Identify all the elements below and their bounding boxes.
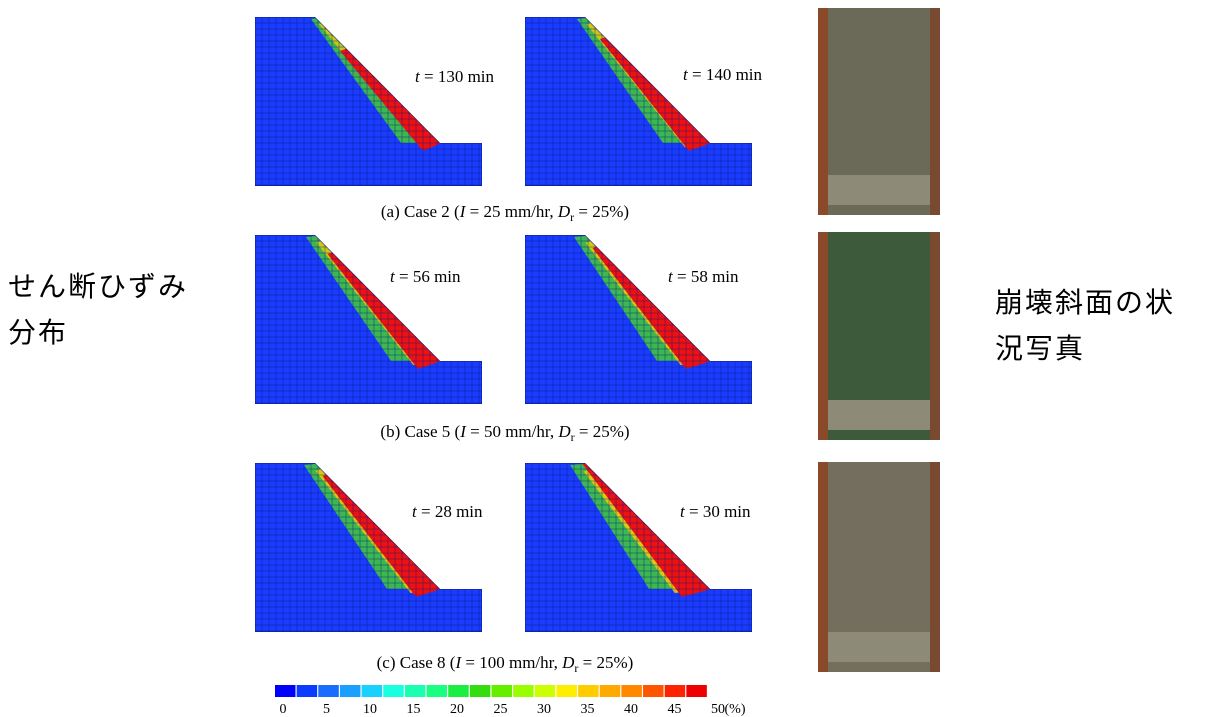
photo-debris (828, 175, 930, 205)
time-symbol: t (680, 502, 686, 521)
colorbar-segment (275, 685, 296, 697)
caption-text: = 25 mm/hr, (465, 202, 558, 221)
mesh (255, 463, 482, 632)
photo-edge (818, 232, 828, 440)
time-value: = 58 min (673, 267, 739, 286)
time-value: = 130 min (420, 67, 495, 86)
time-label: t = 140 min (683, 65, 763, 84)
time-value: = 56 min (395, 267, 461, 286)
strain-band (592, 244, 711, 369)
colorbar-segment (578, 685, 599, 697)
photo-edge (930, 462, 940, 672)
colorbar-tick-label: 15 (407, 702, 421, 717)
mesh-body (255, 17, 482, 186)
caption-symbol: I (459, 202, 467, 221)
caption-symbol: I (454, 653, 462, 672)
caption-subscript: r (571, 430, 575, 444)
caption-subscript: r (570, 210, 574, 224)
colorbar-tick-label: 50 (711, 702, 725, 717)
time-symbol: t (683, 65, 689, 84)
colorbar-tick-label: 40 (624, 702, 638, 717)
caption: (b) Case 5 (I = 50 mm/hr, Dr = 25%) (380, 422, 629, 444)
colorbar-tick-label: 25 (494, 702, 508, 717)
caption-text: = 100 mm/hr, (461, 653, 562, 672)
time-label: t = 58 min (668, 267, 739, 286)
caption-text: (a) Case 2 ( (381, 202, 460, 221)
left-label: せん断ひずみ (8, 270, 188, 303)
mesh (525, 235, 752, 404)
strain-band (322, 472, 441, 597)
colorbar-segment (404, 685, 426, 697)
caption-symbol: D (557, 422, 571, 441)
colorbar-segment (361, 685, 383, 697)
colorbar-tick-label: 20 (450, 702, 464, 717)
right-label: 崩壊斜面の状 (995, 286, 1175, 319)
caption-text: = 50 mm/hr, (466, 422, 559, 441)
left-label: 分布 (8, 316, 68, 349)
caption: (c) Case 8 (I = 100 mm/hr, Dr = 25%) (377, 653, 634, 675)
time-symbol: t (415, 67, 421, 86)
time-label: t = 56 min (390, 267, 461, 286)
photo-edge (818, 462, 828, 672)
colorbar-tick-label: 5 (323, 702, 330, 717)
caption-symbol: D (561, 653, 575, 672)
time-value: = 30 min (685, 502, 751, 521)
photo-debris (828, 632, 930, 662)
time-label: t = 28 min (412, 502, 483, 521)
colorbar-segment (448, 685, 469, 697)
time-symbol: t (412, 502, 418, 521)
time-value: = 140 min (688, 65, 763, 84)
colorbar-segment (383, 685, 404, 697)
colorbar-tick-label: 10 (363, 702, 377, 717)
photo-debris (828, 400, 930, 430)
mesh (255, 17, 482, 186)
mesh (255, 235, 482, 404)
colorbar-tick-label: 0 (280, 702, 287, 717)
strain-band (327, 250, 441, 369)
colorbar-segment (664, 685, 686, 697)
time-symbol: t (668, 267, 674, 286)
caption: (a) Case 2 (I = 25 mm/hr, Dr = 25%) (381, 202, 629, 224)
colorbar-segment (599, 685, 621, 697)
right-label: 況写真 (995, 332, 1085, 365)
caption-text: = 25%) (575, 422, 630, 441)
caption-subscript: r (574, 661, 578, 675)
time-value: = 28 min (417, 502, 483, 521)
photo-edge (930, 8, 940, 215)
time-symbol: t (390, 267, 396, 286)
caption-symbol: I (459, 422, 467, 441)
caption-text: (c) Case 8 ( (377, 653, 456, 672)
colorbar-segment (621, 685, 642, 697)
colorbar-segment (491, 685, 512, 697)
caption-text: (b) Case 5 ( (380, 422, 460, 441)
time-label: t = 30 min (680, 502, 751, 521)
caption-text: = 25%) (574, 202, 629, 221)
colorbar-tick-label: 30 (537, 702, 551, 717)
colorbar-tick-label: 35 (581, 702, 595, 717)
colorbar-segment (643, 685, 664, 697)
mesh (525, 463, 752, 632)
colorbar-segment (469, 685, 491, 697)
mesh (525, 17, 752, 186)
colorbar-segment (296, 685, 318, 697)
colorbar-tick-label: 45 (668, 702, 682, 717)
strain-band (600, 35, 711, 151)
caption-text: = 25%) (578, 653, 633, 672)
photo-edge (818, 8, 828, 215)
time-label: t = 130 min (415, 67, 495, 86)
colorbar-segment (556, 685, 577, 697)
colorbar-segment (686, 685, 707, 697)
colorbar-segment (513, 685, 534, 697)
colorbar-segment (426, 685, 448, 697)
colorbar-segment (318, 685, 339, 697)
caption-symbol: D (557, 202, 571, 221)
colorbar-segment (534, 685, 556, 697)
colorbar-segment (339, 685, 361, 697)
photo-edge (930, 232, 940, 440)
colorbar-unit: (%) (725, 702, 746, 717)
